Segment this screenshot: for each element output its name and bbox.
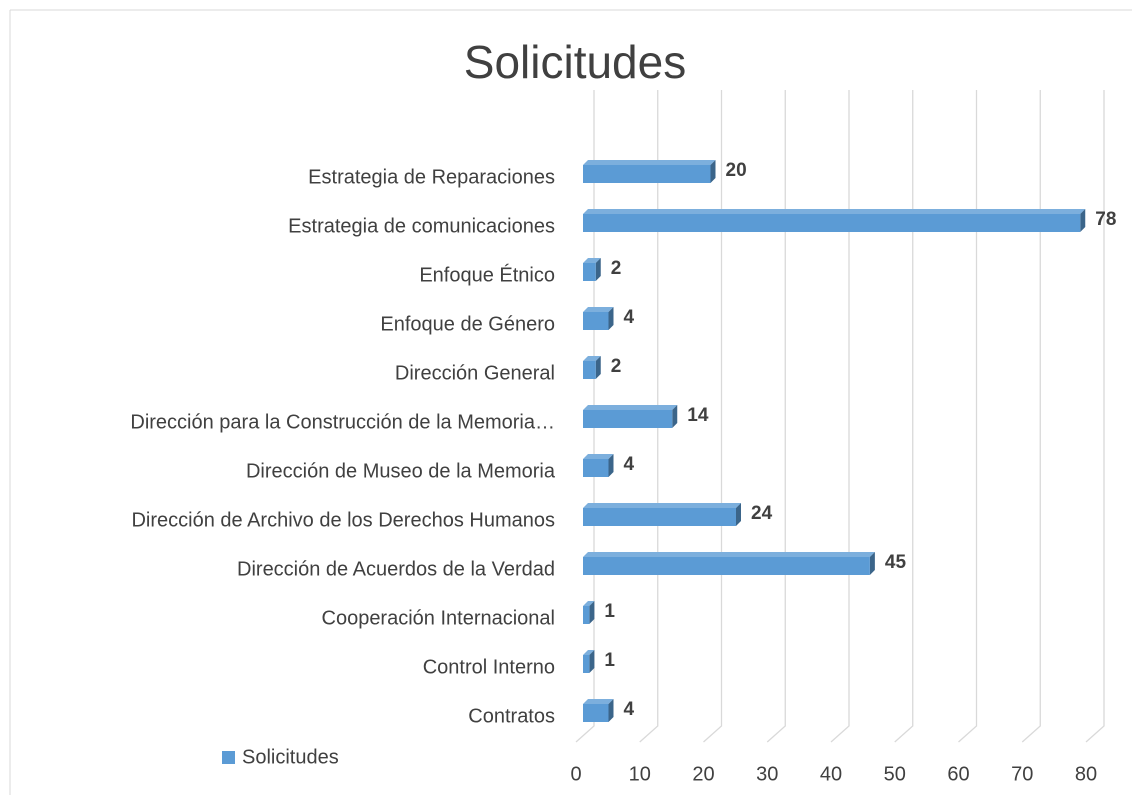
bar-top: [583, 356, 601, 361]
grid-line: [1021, 90, 1041, 743]
bar-top: [583, 209, 1086, 214]
y-tick-label: Dirección para la Construcción de la Mem…: [130, 411, 555, 433]
grid-line: [575, 90, 595, 743]
bar-top: [583, 601, 595, 606]
y-tick-label: Estrategia de Reparaciones: [308, 166, 555, 188]
bar-front: [583, 263, 596, 281]
data-label: 24: [751, 503, 773, 524]
bar-top: [583, 699, 614, 704]
bar: [583, 454, 614, 477]
bar-side: [608, 699, 614, 722]
grid-line: [894, 90, 914, 743]
y-tick-label: Dirección de Museo de la Memoria: [246, 460, 556, 482]
bar-side: [595, 258, 601, 281]
bar-side: [608, 307, 614, 330]
bar-side: [589, 601, 595, 624]
x-tick-label: 10: [629, 763, 651, 785]
legend-swatch: [222, 751, 235, 764]
bar-front: [583, 165, 711, 183]
bar-front: [583, 557, 870, 575]
bar: [583, 699, 614, 722]
bar: [583, 356, 601, 379]
x-tick-label: 20: [692, 763, 714, 785]
bar-front: [583, 459, 609, 477]
bar-top: [583, 552, 875, 557]
bar-side: [710, 160, 716, 183]
bar: [583, 503, 741, 526]
bar-front: [583, 704, 609, 722]
bar: [583, 258, 601, 281]
data-label: 2: [611, 356, 622, 377]
data-label: 4: [624, 699, 635, 720]
y-tick-label: Cooperación Internacional: [322, 607, 556, 629]
bar-side: [869, 552, 875, 575]
y-tick-label: Contratos: [468, 705, 555, 727]
y-tick-label: Estrategia de comunicaciones: [288, 215, 555, 237]
bar: [583, 405, 678, 428]
x-tick-label: 80: [1075, 763, 1097, 785]
data-label: 14: [687, 405, 709, 426]
bar: [583, 209, 1086, 232]
grid-line: [639, 90, 659, 743]
bar-front: [583, 655, 590, 673]
data-label: 4: [624, 307, 635, 328]
bar-front: [583, 606, 590, 624]
bar-front: [583, 361, 596, 379]
legend-label: Solicitudes: [242, 746, 339, 768]
bar-side: [736, 503, 741, 526]
data-label: 1: [604, 650, 615, 671]
x-tick-label: 0: [570, 763, 581, 785]
x-tick-label: 60: [947, 763, 969, 785]
bar-top: [583, 405, 678, 410]
grid-line: [1085, 90, 1105, 743]
y-tick-label: Dirección de Archivo de los Derechos Hum…: [131, 509, 555, 531]
data-label: 2: [611, 258, 622, 279]
data-label: 1: [604, 601, 615, 622]
x-tick-label: 70: [1011, 763, 1033, 785]
bar-top: [583, 650, 595, 655]
data-label: 78: [1095, 209, 1116, 230]
bar: [583, 307, 614, 330]
grid-line: [703, 90, 723, 743]
bar-side: [589, 650, 595, 673]
y-tick-label: Control Interno: [423, 656, 555, 678]
bar-front: [583, 508, 736, 526]
bar-side: [672, 405, 678, 428]
x-tick-label: 40: [820, 763, 842, 785]
y-tick-label: Enfoque de Género: [380, 313, 555, 335]
grid-line: [830, 90, 850, 743]
y-tick-label: Dirección General: [395, 362, 555, 384]
chart-title: Solicitudes: [464, 36, 686, 88]
grid-line: [958, 90, 978, 743]
bar-top: [583, 258, 601, 263]
y-tick-label: Enfoque Étnico: [419, 263, 555, 286]
bar: [583, 160, 716, 183]
data-label: 20: [726, 160, 747, 181]
bar-top: [583, 503, 741, 508]
y-tick-label: Dirección de Acuerdos de la Verdad: [237, 558, 555, 580]
bar-side: [595, 356, 601, 379]
bar-front: [583, 214, 1081, 232]
grid-line: [766, 90, 786, 743]
data-label: 45: [885, 552, 907, 573]
bar-front: [583, 410, 673, 428]
bar-side: [1080, 209, 1086, 232]
x-tick-label: 30: [756, 763, 778, 785]
bar: [583, 601, 595, 624]
bar-top: [583, 307, 614, 312]
bar-front: [583, 312, 609, 330]
bar-top: [583, 454, 614, 459]
bar-side: [608, 454, 614, 477]
x-tick-label: 50: [884, 763, 906, 785]
bar: [583, 650, 595, 673]
bar-top: [583, 160, 716, 165]
data-label: 4: [624, 454, 635, 475]
bar: [583, 552, 875, 575]
